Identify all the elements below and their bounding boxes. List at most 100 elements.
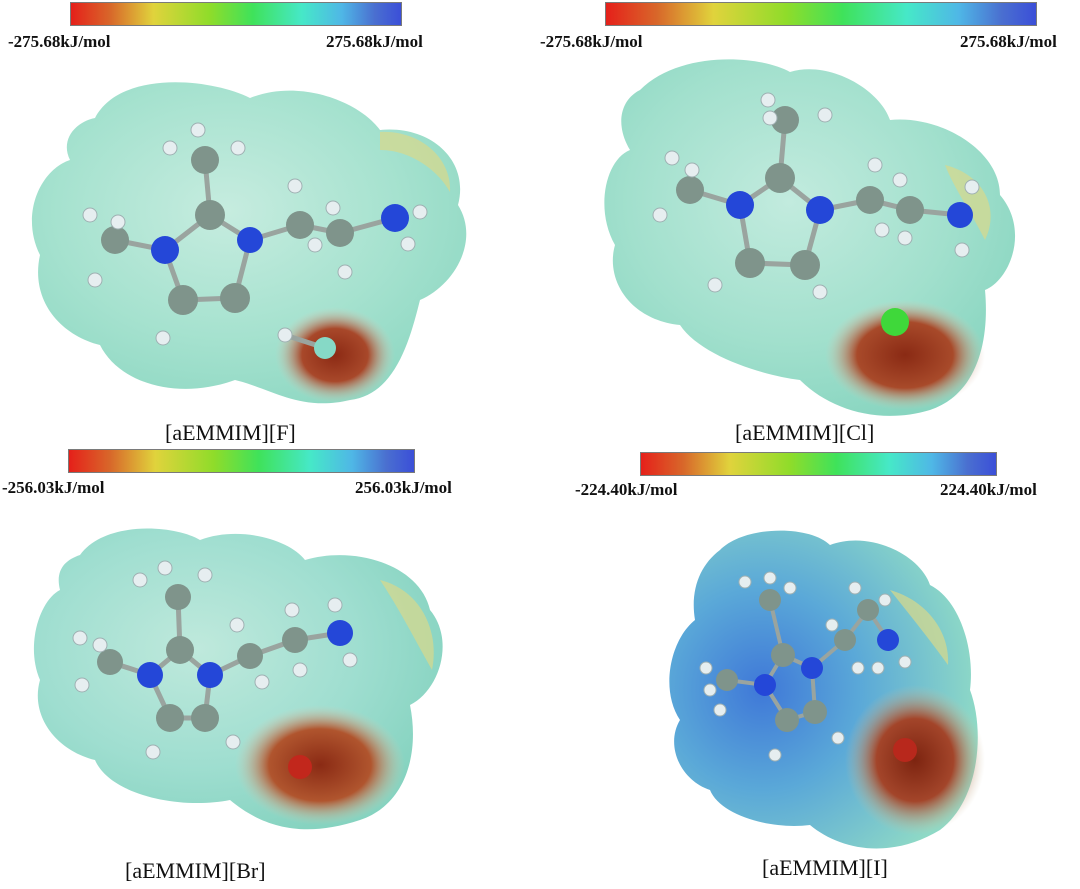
atom-carbon — [237, 643, 263, 669]
atom-nitrogen — [381, 204, 409, 232]
esp-surface-i-yellow-lobe — [890, 590, 949, 665]
atom-hydrogen — [74, 677, 90, 693]
atom-hydrogen — [874, 222, 890, 238]
atom-carbon — [803, 700, 827, 724]
atom-nitrogen — [327, 620, 353, 646]
colorbar-f — [70, 2, 402, 26]
atom-hydrogen — [831, 731, 845, 745]
colorbar-cl-max-label: 275.68kJ/mol — [960, 32, 1057, 51]
caption-i: [aEMMIM][I] — [762, 855, 888, 880]
atom-carbon — [896, 196, 924, 224]
atom-hydrogen — [812, 284, 828, 300]
atom-hydrogen — [652, 207, 668, 223]
atom-nitrogen — [806, 196, 834, 224]
atom-hydrogen — [92, 637, 108, 653]
atom-carbon — [765, 163, 795, 193]
colorbar-i — [640, 452, 997, 476]
atom-carbon — [735, 248, 765, 278]
atom-bromine — [288, 755, 312, 779]
atom-nitrogen — [137, 662, 163, 688]
colorbar-cl-min-label: -275.68kJ/mol — [540, 32, 643, 51]
atom-carbon — [168, 285, 198, 315]
atom-hydrogen — [892, 172, 908, 188]
esp-negative-region-br — [235, 705, 405, 825]
atom-hydrogen — [713, 703, 727, 717]
atom-fluorine — [314, 337, 336, 359]
colorbar-i-min-label: -224.40kJ/mol — [575, 480, 678, 499]
atom-hydrogen — [157, 560, 173, 576]
atom-carbon — [857, 599, 879, 621]
atom-hydrogen — [400, 236, 416, 252]
atom-carbon — [165, 584, 191, 610]
colorbar-f-min-label: -275.68kJ/mol — [8, 32, 111, 51]
atom-hydrogen — [225, 734, 241, 750]
esp-surface-f-yellow-lobe — [380, 131, 451, 192]
atom-hydrogen — [72, 630, 88, 646]
esp-negative-region-i — [845, 685, 985, 835]
atom-nitrogen — [151, 236, 179, 264]
atom-hydrogen — [412, 204, 428, 220]
atom-hydrogen — [898, 655, 912, 669]
atom-hydrogen — [964, 179, 980, 195]
caption-br: [aEMMIM][Br] — [125, 858, 266, 883]
colorbar-cl — [605, 2, 1037, 26]
atom-carbon — [790, 250, 820, 280]
atom-hydrogen — [867, 157, 883, 173]
atom-iodine — [893, 738, 917, 762]
atom-hydrogen — [82, 207, 98, 223]
caption-f: [aEMMIM][F] — [165, 420, 296, 445]
atom-hydrogen — [783, 581, 797, 595]
atom-nitrogen — [726, 191, 754, 219]
atom-hydrogen — [817, 107, 833, 123]
atom-hydrogen — [707, 277, 723, 293]
atoms-cl — [652, 92, 980, 336]
atom-hydrogen — [197, 567, 213, 583]
atom-hydrogen — [871, 661, 885, 675]
atom-chlorine — [881, 308, 909, 336]
atom-hydrogen — [848, 581, 862, 595]
atom-carbon — [834, 629, 856, 651]
atom-carbon — [716, 669, 738, 691]
atom-carbon — [856, 186, 884, 214]
atom-hydrogen — [284, 602, 300, 618]
atom-carbon — [775, 708, 799, 732]
atom-hydrogen — [825, 618, 839, 632]
esp-negative-region-cl — [825, 300, 985, 410]
caption-cl: [aEMMIM][Cl] — [735, 420, 875, 445]
atom-carbon — [101, 226, 129, 254]
atom-carbon — [676, 176, 704, 204]
colorbar-f-max-label: 275.68kJ/mol — [326, 32, 423, 51]
atom-hydrogen — [760, 92, 776, 108]
atom-hydrogen — [768, 748, 782, 762]
atom-nitrogen — [754, 674, 776, 696]
esp-negative-region-f — [275, 307, 395, 403]
atom-hydrogen — [664, 150, 680, 166]
atoms-i — [699, 571, 917, 762]
atom-hydrogen — [292, 662, 308, 678]
atom-hydrogen — [145, 744, 161, 760]
atom-carbon — [771, 106, 799, 134]
atom-hydrogen — [342, 652, 358, 668]
atom-nitrogen — [877, 629, 899, 651]
atom-hydrogen — [738, 575, 752, 589]
atom-carbon — [326, 219, 354, 247]
atom-hydrogen — [684, 162, 700, 178]
atom-hydrogen — [327, 597, 343, 613]
atom-hydrogen — [254, 674, 270, 690]
atom-carbon — [286, 211, 314, 239]
atom-hydrogen — [277, 327, 293, 343]
atom-carbon — [282, 627, 308, 653]
colorbar-i-max-label: 224.40kJ/mol — [940, 480, 1037, 499]
atom-carbon — [220, 283, 250, 313]
atom-nitrogen — [947, 202, 973, 228]
atom-carbon — [759, 589, 781, 611]
atom-hydrogen — [897, 230, 913, 246]
atoms-f — [82, 122, 428, 359]
colorbar-br — [68, 449, 415, 473]
atom-carbon — [156, 704, 184, 732]
colorbar-br-min-label: -256.03kJ/mol — [2, 478, 105, 497]
atom-carbon — [771, 643, 795, 667]
